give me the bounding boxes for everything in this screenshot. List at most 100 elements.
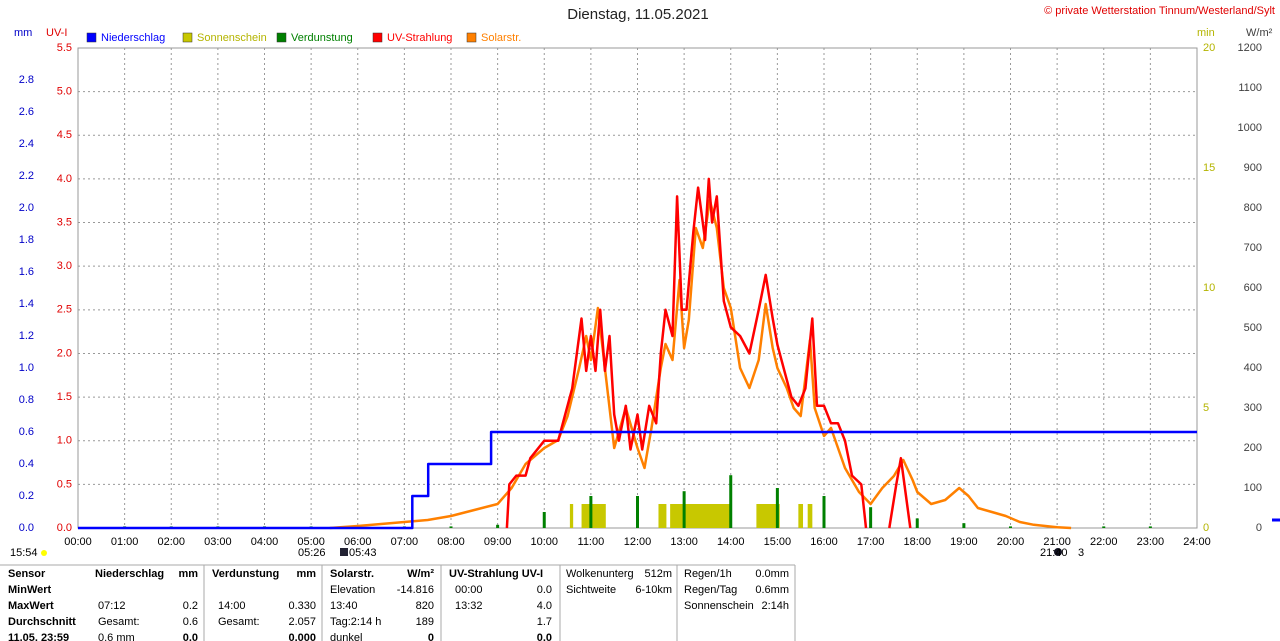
y-tick-label: 0.0 [19,522,34,534]
x-tick-label: 23:00 [1137,536,1165,548]
y-tick-label: 2.6 [19,106,34,118]
row-label: Sensor [8,568,46,580]
cell-value: 820 [416,600,434,612]
y-tick-label: 4.5 [57,129,72,141]
y-tick-label: 5.0 [57,86,72,98]
chart-title: Dienstag, 11.05.2021 [567,6,709,23]
y-tick-label: 2.5 [57,304,72,316]
y-tick-label: 1.8 [19,234,34,246]
y-tick-label: 3.0 [57,260,72,272]
x-tick-label: 01:00 [111,536,139,548]
cell-value: 0.000 [288,632,316,641]
astro: 15:54 05:26 05:43 21:40 3 [10,547,1084,559]
y-tick-label: 1.6 [19,266,34,278]
y-tick-label: 15 [1203,162,1215,174]
y-tick-label: 0.8 [19,394,34,406]
cell-label: Sichtweite [566,584,616,596]
column-unit: W/m² [407,568,434,580]
evaporation-bar [682,491,686,528]
cell-value: 0.0 [183,632,198,641]
cell-label: 13:32 [455,600,483,612]
sunshine-bar [670,504,731,528]
sun-icon [41,550,47,556]
cell-value: 1.7 [537,616,552,628]
sunshine-bar [581,504,606,528]
y-tick-label: 2.0 [57,347,72,359]
cell-label: Sonnenschein [684,600,754,612]
x-tick-label: 05:00 [297,536,325,548]
x-tick-label: 02:00 [157,536,185,548]
day-length: 15:54 [10,547,38,559]
y-tick-label: 0 [1256,522,1262,534]
y-tick-label: 4.0 [57,173,72,185]
cell-value: 2.057 [288,616,316,628]
cell-value: 0.6mm [755,584,789,596]
cell-label: Wolkenunterg [566,568,634,580]
legend-swatch [466,32,477,43]
axis-unit: mm [14,27,32,39]
x-tick-label: 03:00 [204,536,232,548]
y-tick-label: 0.4 [19,458,34,470]
x-tick-label: 00:00 [64,536,92,548]
y-tick-label: 2.8 [19,74,34,86]
y-tick-label: 0.0 [57,522,72,534]
legend-label: Sonnenschein [197,32,267,44]
legend-label: Verdunstung [291,32,353,44]
cell-label: 00:00 [455,584,483,596]
x-tick-label: 20:00 [997,536,1025,548]
evaporation-bar [589,496,593,528]
cell-label: Tag:2:14 h [330,616,381,628]
cell-value: 0.0mm [755,568,789,580]
x-tick-label: 13:00 [670,536,698,548]
y-tick-label: 1.5 [57,391,72,403]
cell-label: dunkel [330,632,362,641]
cell-label: 0.6 mm [98,632,135,641]
y-tick-label: 5 [1203,402,1209,414]
evaporation-bar [729,475,733,528]
sunrise: 05:26 [298,547,326,559]
cell-label: Gesamt: [98,616,140,628]
x-tick-label: 06:00 [344,536,372,548]
cell-value: 189 [416,616,434,628]
axis-unit: min [1197,27,1215,39]
column-header: Niederschlag [95,568,164,580]
y-tick-label: 2.4 [19,138,34,150]
legend-swatch [276,32,287,43]
sunshine-bar [798,504,804,528]
evaporation-bar [496,524,500,528]
y-tick-label: 600 [1244,282,1262,294]
twilight: 05:43 [349,547,377,559]
cell-value: -14.816 [397,584,434,596]
y-tick-label: 1.4 [19,298,34,310]
legend-label: UV-Strahlung [387,32,452,44]
column-unit: mm [178,568,198,580]
x-tick-label: 12:00 [624,536,652,548]
y-tick-label: 500 [1244,322,1262,334]
cell-value: 0.0 [537,584,552,596]
cell-value: 0.6 [183,616,198,628]
evaporation-bar [449,526,453,528]
y-tick-label: 0.2 [19,490,34,502]
row-label: 11.05. 23:59 [8,632,69,641]
evaporation-bar [542,512,546,528]
evaporation-bar [915,518,919,528]
cell-value: 4.0 [537,600,552,612]
x-tick-label: 24:00 [1183,536,1211,548]
x-tick-label: 11:00 [578,536,605,548]
y-tick-label: 0.6 [19,426,34,438]
cell-label: Elevation [330,584,375,596]
series-line [505,177,912,529]
x-tick-label: 15:00 [764,536,792,548]
x-tick-label: 19:00 [950,536,978,548]
cell-value: 2:14h [761,600,789,612]
sunshine-bar [756,504,780,528]
y-tick-label: 400 [1244,362,1262,374]
x-tick-label: 10:00 [530,536,558,548]
legend-label: Niederschlag [101,32,165,44]
y-tick-label: 100 [1244,482,1262,494]
column-header: Solarstr. [330,568,374,580]
legend-swatch [372,32,383,43]
x-tick-label: 08:00 [437,536,465,548]
cell-label: 07:12 [98,600,126,612]
